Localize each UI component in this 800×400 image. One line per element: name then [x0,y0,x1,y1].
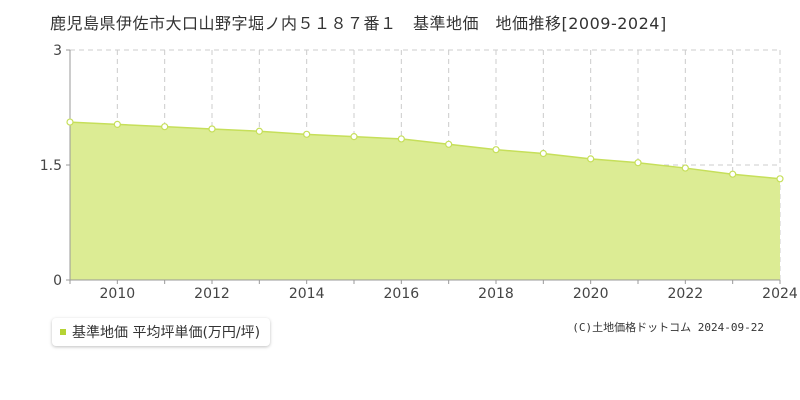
data-point [445,140,453,148]
chart-title: 鹿児島県伊佐市大口山野字堀ノ内５１８７番１ 基準地価 地価推移[2009-202… [50,14,667,33]
x-tick-label: 2010 [100,286,136,302]
x-tick-label: 2020 [573,286,609,302]
data-point [587,155,595,163]
data-point [208,125,216,133]
x-tick-label: 2012 [194,286,230,302]
data-point [303,130,311,138]
x-tick-label: 2016 [384,286,420,302]
data-point [66,118,74,126]
credit-text: (C)土地価格ドットコム 2024-09-22 [572,321,764,334]
legend-swatch [60,329,66,335]
data-point [397,135,405,143]
area-fill [70,122,780,280]
series-line [69,121,781,180]
y-tick-label: 1.5 [40,158,62,174]
data-point [539,149,547,158]
data-point [729,170,737,178]
data-point [255,127,263,135]
legend-label: 基準地価 平均坪単価(万円/坪) [72,325,261,341]
data-point [161,123,169,131]
data-point [776,175,784,183]
data-point [492,146,500,154]
data-point [350,133,358,141]
y-tick-label: 0 [53,273,62,289]
y-tick-label: 3 [53,43,62,59]
data-point [113,120,121,128]
x-tick-label: 2022 [668,286,704,302]
data-point [634,159,642,167]
x-tick-label: 2024 [762,286,798,302]
legend: 基準地価 平均坪単価(万円/坪) [52,318,271,346]
x-tick-label: 2018 [478,286,514,302]
data-point [681,164,689,172]
x-tick-label: 2014 [289,286,325,302]
